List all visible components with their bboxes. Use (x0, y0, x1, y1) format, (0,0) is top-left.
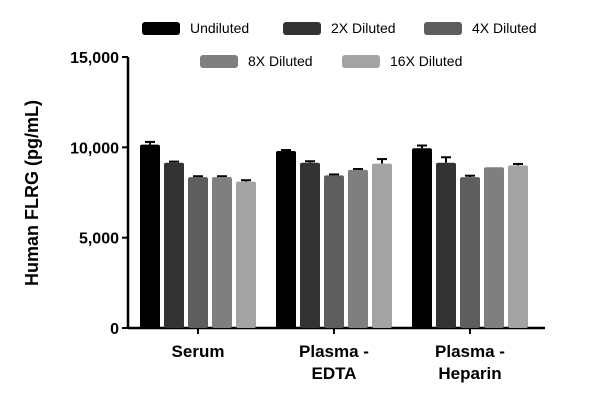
legend-label: 8X Diluted (248, 53, 313, 69)
bar-8x-diluted (348, 169, 368, 328)
x-tick-label: EDTA (311, 364, 356, 383)
legend-label: 16X Diluted (390, 53, 462, 69)
bar-undiluted (140, 144, 160, 328)
legend-label: 4X Diluted (472, 20, 537, 36)
x-tick-label: Serum (172, 342, 225, 361)
x-tick-label: Plasma - (435, 342, 505, 361)
bar-4x-diluted (188, 177, 208, 328)
y-tick-label: 15,000 (70, 50, 119, 67)
y-axis-label: Human FLRG (pg/mL) (22, 100, 42, 286)
legend-swatch (142, 22, 180, 35)
legend-swatch (424, 22, 462, 35)
legend-swatch (283, 22, 321, 35)
legend-swatch (200, 55, 238, 68)
legend-label: 2X Diluted (331, 20, 396, 36)
y-tick-label: 5,000 (79, 231, 119, 248)
x-tick-label: Heparin (438, 364, 501, 383)
bar-8x-diluted (212, 177, 232, 328)
bar-4x-diluted (324, 175, 344, 328)
bar-2x-diluted (436, 162, 456, 328)
legend-swatch (342, 55, 380, 68)
bar-8x-diluted (484, 167, 504, 328)
bar-undiluted (276, 150, 296, 328)
bar-4x-diluted (460, 177, 480, 328)
legend-label: Undiluted (190, 20, 249, 36)
x-tick-label: Plasma - (299, 342, 369, 361)
bar-2x-diluted (300, 162, 320, 328)
bar-16x-diluted (508, 165, 528, 328)
bar-2x-diluted (164, 162, 184, 328)
bar-16x-diluted (372, 163, 392, 328)
bar-undiluted (412, 148, 432, 328)
bar-16x-diluted (236, 181, 256, 328)
y-tick-label: 10,000 (70, 140, 119, 157)
y-tick-label: 0 (110, 321, 119, 338)
